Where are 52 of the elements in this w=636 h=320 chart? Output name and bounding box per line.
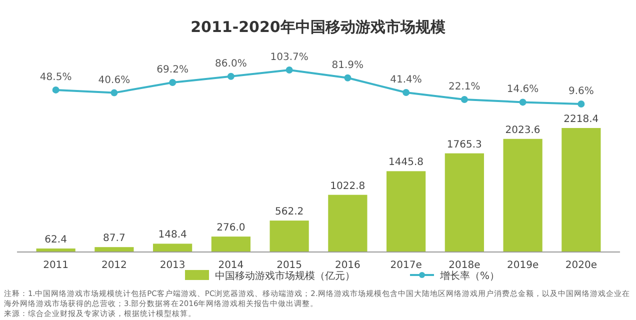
point xyxy=(286,66,293,74)
data-label: 14.6% xyxy=(506,84,539,96)
data-label: 69.2% xyxy=(156,64,188,76)
data-label: 9.6% xyxy=(568,86,594,97)
x-tick-label: 2017e xyxy=(390,260,422,271)
data-label: 2023.6 xyxy=(505,124,540,136)
data-label: 276.0 xyxy=(216,222,246,234)
x-tick-label: 2020e xyxy=(565,260,597,271)
x-tick-label: 2012 xyxy=(101,260,127,271)
x-tick-label: 2015 xyxy=(276,260,302,271)
x-tick-label: 2014 xyxy=(218,260,244,271)
legend-label: 中国移动游戏市场规模（亿元） xyxy=(215,270,355,282)
bar xyxy=(270,220,309,252)
point xyxy=(344,74,352,82)
x-tick-label: 2016 xyxy=(334,260,360,271)
point xyxy=(110,89,118,96)
data-label: 86.0% xyxy=(215,58,247,70)
bar xyxy=(328,194,368,252)
x-tick-label: 2019e xyxy=(507,260,539,271)
legend-label: 增长率（%） xyxy=(439,270,500,282)
data-label: 81.9% xyxy=(332,60,364,71)
x-tick-label: 2011 xyxy=(43,260,69,271)
bar xyxy=(386,171,426,252)
bar xyxy=(94,247,134,252)
data-label: 1765.3 xyxy=(446,139,482,150)
data-label: 87.7 xyxy=(103,233,126,244)
data-label: 48.5% xyxy=(40,72,72,83)
x-tick-label: 2018e xyxy=(448,260,480,271)
data-label: 41.4% xyxy=(390,74,422,86)
data-label: 148.4 xyxy=(158,230,187,241)
point xyxy=(169,78,176,86)
data-label: 62.4 xyxy=(44,234,67,246)
data-label: 40.6% xyxy=(98,74,130,86)
point xyxy=(519,98,526,106)
data-label: 1022.8 xyxy=(330,180,366,192)
bar xyxy=(562,128,601,252)
point xyxy=(402,89,410,96)
data-label: 2218.4 xyxy=(564,114,599,125)
data-label: 1445.8 xyxy=(388,157,424,168)
point xyxy=(227,72,234,80)
chart-title: 2011-2020年中国移动游戏市场规模 xyxy=(190,18,446,36)
bar xyxy=(503,138,542,252)
data-label: 22.1% xyxy=(448,81,480,92)
bar xyxy=(211,236,250,252)
point xyxy=(52,86,60,94)
bar xyxy=(444,153,484,252)
bar xyxy=(153,244,192,252)
data-label: 562.2 xyxy=(274,206,304,218)
point xyxy=(578,100,585,108)
point xyxy=(460,96,468,103)
data-label: 103.7% xyxy=(270,52,308,63)
x-tick-label: 2013 xyxy=(160,260,186,271)
